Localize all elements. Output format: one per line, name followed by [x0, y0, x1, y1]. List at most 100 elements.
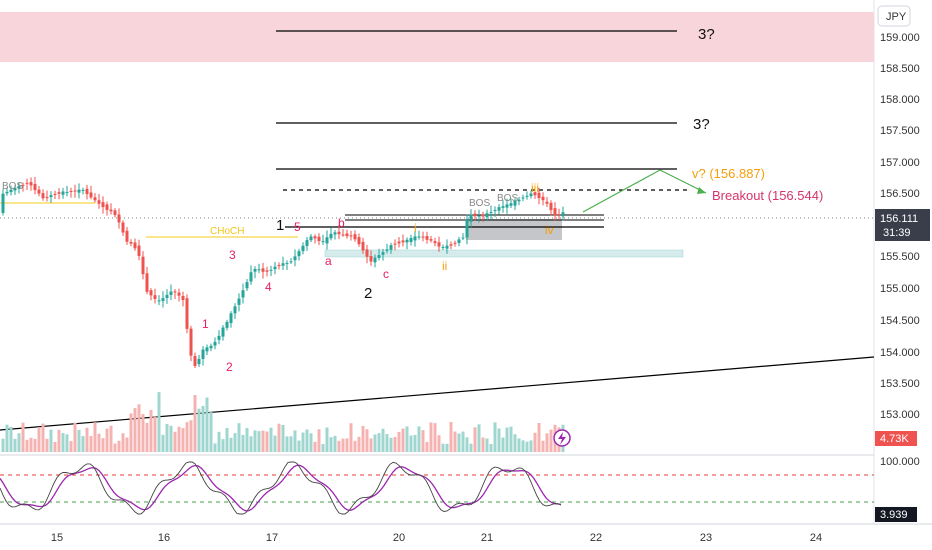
volume-bar	[305, 429, 309, 452]
volume-bar	[117, 440, 121, 452]
candle-body	[417, 236, 421, 238]
candle-body	[289, 261, 293, 263]
candle-body	[453, 242, 457, 244]
candle-body	[245, 282, 249, 289]
volume-bar	[273, 435, 277, 452]
wave-1-big-label: 1	[276, 217, 284, 234]
volume-bar	[349, 423, 353, 452]
volume-bar	[233, 433, 237, 452]
candle-body	[445, 245, 449, 249]
candle-body	[125, 230, 129, 242]
price-tick-label: 158.000	[880, 94, 920, 106]
volume-bar	[257, 431, 261, 452]
candle-body	[61, 191, 65, 195]
candle-body	[49, 195, 53, 198]
volume-bar	[109, 425, 113, 452]
volume-bar	[37, 426, 41, 452]
volume-bar	[533, 432, 537, 452]
candle-body	[33, 183, 37, 191]
lightning-icon[interactable]	[553, 429, 571, 447]
candle-body	[141, 256, 145, 275]
volume-bar	[381, 428, 385, 452]
volume-bar	[517, 438, 521, 452]
wave-i-label: i	[414, 221, 417, 235]
volume-bar	[101, 438, 105, 452]
volume-bar	[361, 426, 365, 452]
volume-bar	[73, 422, 77, 452]
volume-bar	[393, 436, 397, 452]
price-tick-label: 154.500	[880, 315, 920, 327]
candle-body	[97, 200, 101, 204]
candle-body	[393, 243, 397, 245]
wave-2-big-label: 2	[364, 285, 372, 302]
volume-bar	[25, 439, 29, 452]
candle-body	[537, 192, 541, 199]
volume-bar	[41, 423, 45, 452]
volume-bar	[193, 395, 197, 452]
volume-bar	[277, 423, 281, 452]
candle-body	[497, 207, 501, 211]
candle-body	[81, 189, 85, 191]
volume-bar	[53, 442, 57, 452]
candle-body	[117, 214, 121, 223]
candle-body	[465, 219, 469, 238]
volume-bar	[397, 431, 401, 452]
volume-bar	[177, 426, 181, 452]
candle-body	[277, 265, 281, 267]
price-tick-label: 157.500	[880, 125, 920, 137]
volume-bar	[481, 437, 485, 452]
volume-bar	[413, 434, 417, 452]
target-mid-label: 3?	[693, 116, 710, 133]
time-tick-label: 20	[393, 532, 405, 544]
volume-bar	[293, 430, 297, 452]
candle-body	[425, 236, 429, 240]
candle-body	[121, 222, 125, 233]
volume-bar	[261, 430, 265, 452]
candle-body	[145, 273, 149, 292]
candle-body	[9, 189, 13, 193]
candle-body	[325, 237, 329, 244]
volume-bar	[317, 429, 321, 452]
volume-bar	[521, 440, 525, 452]
wave-a-label: a	[325, 254, 332, 268]
volume-bar	[253, 430, 257, 452]
candle-body	[73, 190, 77, 192]
candle-body	[225, 321, 229, 328]
candle-body	[109, 209, 113, 212]
candle-body	[189, 328, 193, 356]
volume-bar	[61, 433, 65, 452]
volume-bar	[461, 431, 465, 452]
candle-body	[41, 193, 45, 199]
volume-bar	[145, 422, 149, 452]
bos-left-label: BOS	[2, 181, 23, 192]
volume-bar	[89, 436, 93, 452]
volume-bar	[209, 412, 213, 452]
candle-body	[53, 193, 57, 195]
price-tick-label: 156.500	[880, 188, 920, 200]
volume-bar	[181, 428, 185, 452]
volume-bar	[337, 440, 341, 452]
candle-body	[385, 249, 389, 251]
candle-body	[357, 237, 361, 245]
candles	[1, 176, 565, 369]
volume-bar	[453, 431, 457, 452]
currency-button[interactable]: JPY	[877, 5, 911, 27]
time-tick-label: 16	[158, 532, 170, 544]
volume-bar	[137, 404, 141, 452]
volume-bar	[437, 435, 441, 452]
volume-bar	[469, 443, 473, 452]
candle-body	[185, 298, 189, 329]
volume-bar	[285, 436, 289, 452]
candle-body	[301, 245, 305, 252]
candle-body	[5, 191, 9, 194]
candle-body	[285, 262, 289, 264]
volume-bar	[217, 431, 221, 452]
time-tick-label: 17	[266, 532, 278, 544]
candle-body	[545, 201, 549, 204]
candle-body	[21, 184, 25, 186]
wave-iii-label: iii	[531, 181, 539, 195]
candle-body	[213, 341, 217, 346]
time-tick-label: 23	[700, 532, 712, 544]
volume-bar	[473, 427, 477, 452]
